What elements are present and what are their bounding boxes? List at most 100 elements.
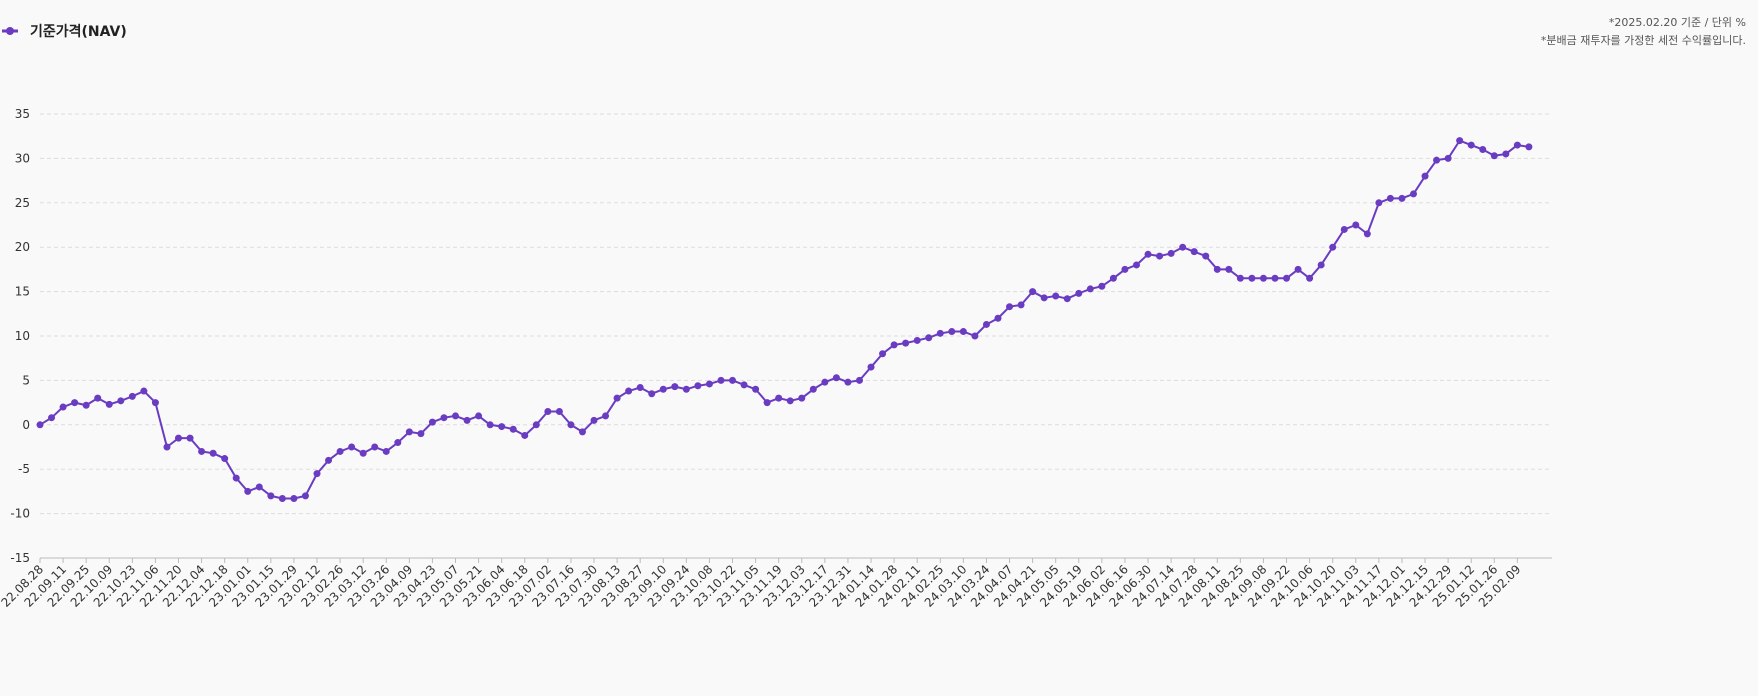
point: [301, 492, 309, 500]
point: [717, 376, 725, 384]
point: [855, 376, 863, 384]
point: [1294, 265, 1302, 273]
point: [105, 400, 113, 408]
point: [221, 455, 229, 463]
point: [1259, 274, 1267, 282]
point: [394, 439, 402, 447]
point: [428, 418, 436, 426]
note: *2025.02.20 기준 / 단위 %: [1609, 16, 1746, 29]
point: [971, 332, 979, 340]
point: [1444, 154, 1452, 162]
point: [1317, 261, 1325, 269]
point: [982, 320, 990, 328]
point: [486, 421, 494, 429]
point: [1329, 243, 1337, 251]
point: [1202, 252, 1210, 260]
point: [671, 383, 679, 391]
y-tick-label: 0: [22, 418, 30, 432]
point: [659, 385, 667, 393]
point: [359, 449, 367, 457]
point: [59, 403, 67, 411]
y-tick-label: 30: [15, 151, 30, 165]
point: [959, 328, 967, 336]
point: [382, 447, 390, 455]
point: [1006, 303, 1014, 311]
point: [348, 443, 356, 451]
point: [821, 378, 829, 386]
point: [498, 423, 506, 431]
point: [1456, 137, 1464, 145]
point: [752, 385, 760, 393]
point: [1132, 261, 1140, 269]
point: [1121, 265, 1129, 273]
y-tick-label: 5: [22, 373, 30, 387]
point: [1525, 143, 1533, 151]
point: [832, 374, 840, 382]
y-tick-label: 15: [15, 285, 30, 299]
point: [648, 390, 656, 398]
point: [509, 425, 517, 433]
point: [1421, 172, 1429, 180]
point: [71, 399, 79, 407]
point: [1086, 285, 1094, 293]
point: [336, 447, 344, 455]
point: [1040, 294, 1048, 302]
point: [1502, 150, 1510, 158]
point: [1398, 194, 1406, 202]
point: [844, 378, 852, 386]
point: [913, 336, 921, 344]
point: [267, 492, 275, 500]
point: [809, 385, 817, 393]
point: [475, 412, 483, 420]
point: [1063, 295, 1071, 303]
point: [1467, 141, 1475, 149]
point: [198, 447, 206, 455]
point: [417, 430, 425, 438]
point: [694, 382, 702, 390]
point: [1213, 265, 1221, 273]
point: [705, 380, 713, 388]
point: [440, 414, 448, 422]
point: [1363, 230, 1371, 238]
point: [925, 334, 933, 342]
y-tick-label: -15: [10, 551, 30, 565]
point: [775, 394, 783, 402]
point: [555, 407, 563, 415]
point: [1490, 152, 1498, 160]
point: [1156, 252, 1164, 260]
point: [936, 329, 944, 337]
point: [48, 414, 56, 422]
point: [625, 387, 633, 395]
point: [209, 449, 217, 457]
point: [1248, 274, 1256, 282]
point: [578, 428, 586, 436]
point: [128, 392, 136, 400]
point: [463, 416, 471, 424]
point: [544, 407, 552, 415]
point: [36, 421, 44, 429]
point: [325, 456, 333, 464]
point: [879, 350, 887, 358]
point: [232, 474, 240, 482]
point: [371, 443, 379, 451]
point: [613, 394, 621, 402]
point: [278, 495, 286, 503]
point: [1386, 194, 1394, 202]
legend-label: 기준가격(NAV): [30, 23, 127, 40]
point: [682, 385, 690, 393]
point: [1375, 199, 1383, 207]
point: [763, 399, 771, 407]
y-tick-label: 25: [15, 196, 30, 210]
y-tick-label: -5: [18, 462, 30, 476]
point: [1236, 274, 1244, 282]
point: [1409, 190, 1417, 198]
point: [1225, 265, 1233, 273]
point: [1029, 288, 1037, 296]
point: [175, 434, 183, 442]
point: [1098, 282, 1106, 290]
point: [117, 397, 125, 405]
point: [1144, 250, 1152, 258]
point: [786, 397, 794, 405]
point: [1190, 248, 1198, 256]
point: [1075, 289, 1083, 297]
